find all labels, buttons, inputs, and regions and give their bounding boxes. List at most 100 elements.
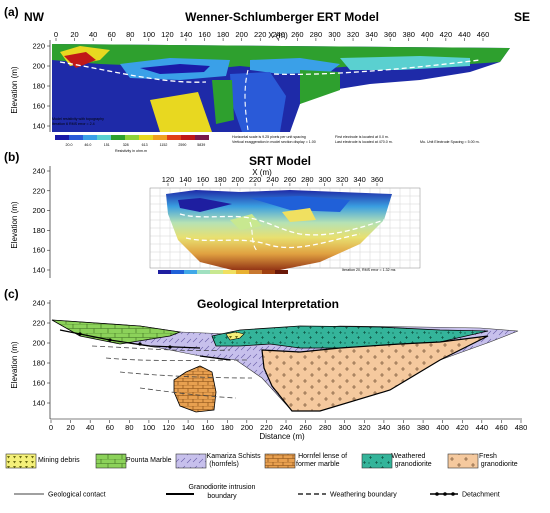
- srt-colorbar-swatch: [249, 270, 262, 274]
- geo-weathering-boundaries-schist: [91, 345, 253, 399]
- ert-colorbar-label: 613: [142, 143, 148, 147]
- panel-b-x-tick-label: 180: [214, 175, 227, 184]
- ert-low-zone-2: [140, 64, 210, 74]
- panel-b-x-tick-label: 240: [266, 175, 279, 184]
- panel-b-x-tick-label: 160: [197, 175, 210, 184]
- panel-b-xlabel: X (m): [252, 168, 272, 177]
- ert-low-zone-3: [250, 58, 340, 74]
- panel-a-x-tick-label: 440: [458, 30, 471, 39]
- panel-c-letter: (c): [4, 287, 19, 301]
- panel-c-x-tick-label: 240: [280, 423, 293, 432]
- panel-c-x-tick-label: 280: [319, 423, 332, 432]
- ert-colorbar-swatch: [125, 135, 139, 140]
- panel-c-title: Geological Interpretation: [197, 297, 339, 311]
- panel-c-x-ticks: 0 20 40 60 80 100 120 140 160 180 200 220 240 260 280 3…: [49, 420, 527, 432]
- ert-colorbar-swatch: [111, 135, 125, 140]
- panel-a-xlabel: X (m): [268, 31, 288, 40]
- panel-a-y-tick-label: 160: [32, 102, 45, 111]
- panel-a-y-ticks: 220 200 180 160 140: [32, 42, 50, 131]
- panel-a-x-tick-label: 260: [291, 30, 304, 39]
- panel-b-x-ticks: 120 140 160 180 200 220 240 260 280 300 320 340 360: [162, 175, 384, 186]
- ert-note-1: Model resistivity with topography: [52, 117, 104, 121]
- panel-a-x-tick-label: 240: [273, 30, 286, 39]
- legend-unit-label: Hornfel lense of: [298, 453, 347, 460]
- panel-c-y-tick-label: 140: [32, 399, 45, 408]
- ert-note-3: Horizontal scale is 9.25 pixels per unit…: [232, 135, 306, 139]
- panel-c-xlabel: Distance (m): [259, 432, 305, 441]
- panel-c-y-tick-label: 220: [32, 319, 45, 328]
- legend-unit-label: Weathered: [391, 453, 425, 460]
- panel-c-ylabel: Elevation (m): [10, 341, 19, 388]
- panel-c-y-tick-label: 240: [32, 299, 45, 308]
- srt-colorbar-swatch: [184, 270, 197, 274]
- ert-colorbar-label: 2590: [178, 143, 186, 147]
- panel-c-x-tick-label: 20: [66, 423, 74, 432]
- panel-c-y-ticks: 240 220 200 180 160 140: [32, 299, 50, 408]
- panel-a-x-ticks: 0 20 40 60 80 100 120 140 160 180 200 220 240 260 280 3…: [54, 30, 489, 41]
- panel-a-x-tick-label: 60: [108, 30, 116, 39]
- panel-c-x-tick-label: 200: [241, 423, 254, 432]
- panel-a-x-tick-label: 220: [254, 30, 267, 39]
- geo-mining-debris: [225, 331, 245, 341]
- panel-c-x-tick-label: 460: [495, 423, 508, 432]
- ert-colorbar-swatch: [139, 135, 153, 140]
- panel-a-nw-label: NW: [24, 10, 45, 24]
- panel-c-x-tick-label: 400: [436, 423, 449, 432]
- legend-unit-label: Fresh: [479, 453, 497, 460]
- ert-colorbar-label: 20.0: [66, 143, 73, 147]
- panel-b-x-tick-label: 280: [301, 175, 314, 184]
- geology-section: [51, 319, 519, 413]
- legend-swatch: [175, 453, 207, 469]
- geo-pounta-marble: [51, 319, 182, 345]
- srt-colorbar-swatch: [158, 270, 171, 274]
- legend-line-label: boundary: [207, 493, 237, 500]
- panel-a-x-tick-label: 380: [402, 30, 415, 39]
- srt-note: Iteration 20, RMS error = 1.32 ms: [342, 268, 396, 272]
- ert-colorbar-swatch: [195, 135, 209, 140]
- legend-unit-label: (hornfels): [209, 461, 239, 468]
- legend-line-label: Geological contact: [48, 492, 106, 499]
- ert-dashed-line-2: [273, 59, 481, 76]
- panel-a-y-tick-label: 180: [32, 82, 45, 91]
- panel-c-x-tick-label: 100: [143, 423, 156, 432]
- panel-a-letter: (a): [4, 5, 19, 19]
- panel-b-y-tick-label: 180: [32, 226, 45, 235]
- panel-a-x-tick-label: 140: [180, 30, 193, 39]
- ert-colorbar-unit: Resistivity in ohm.m: [115, 149, 147, 153]
- legend-units: Mining debris Pounta Marble Kamariza Schis…: [5, 453, 518, 469]
- legend-unit-label: Pounta Marble: [126, 457, 172, 464]
- panel-a-x-tick-label: 400: [421, 30, 434, 39]
- panel-a-x-tick-label: 120: [161, 30, 174, 39]
- panel-c-x-tick-label: 220: [260, 423, 273, 432]
- ert-colorbar-swatch: [167, 135, 181, 140]
- srt-dashed-line-2: [185, 233, 361, 249]
- panel-b-x-tick-label: 360: [371, 175, 384, 184]
- panel-a-title: Wenner-Schlumberger ERT Model: [185, 10, 379, 24]
- panel-c: (c) Geological Interpretation Distance (…: [4, 287, 527, 441]
- panel-c-x-tick-label: 260: [299, 423, 312, 432]
- panel-b-y-tick-label: 240: [32, 167, 45, 176]
- panel-c-x-tick-label: 480: [515, 423, 528, 432]
- panel-c-x-tick-label: 40: [86, 423, 94, 432]
- ert-high-zone-3: [150, 92, 212, 132]
- panel-a-x-tick-label: 320: [347, 30, 360, 39]
- legend-detachment-dot: [451, 492, 455, 496]
- ert-colorbar-label: 151: [104, 143, 110, 147]
- panel-b-x-tick-label: 200: [231, 175, 244, 184]
- ert-mid-zone-2: [340, 56, 470, 70]
- panel-b-y-tick-label: 220: [32, 186, 45, 195]
- legend-line-label: Granodiorite intrusion: [189, 484, 256, 491]
- legend-detachment-dot: [443, 492, 447, 496]
- panel-a-x-tick-label: 200: [235, 30, 248, 39]
- panel-c-y-tick-label: 160: [32, 379, 45, 388]
- legend-line-label: Detachment: [462, 492, 500, 499]
- panel-c-x-tick-label: 300: [338, 423, 351, 432]
- panel-a-x-tick-label: 340: [365, 30, 378, 39]
- legend-swatch: [95, 453, 127, 469]
- ert-colorbar-swatch: [181, 135, 195, 140]
- panel-b-y-tick-label: 160: [32, 246, 45, 255]
- srt-section: [166, 190, 392, 272]
- panel-c-x-tick-label: 160: [201, 423, 214, 432]
- panel-c-x-tick-label: 180: [221, 423, 234, 432]
- ert-colorbar-label: 5839: [197, 143, 205, 147]
